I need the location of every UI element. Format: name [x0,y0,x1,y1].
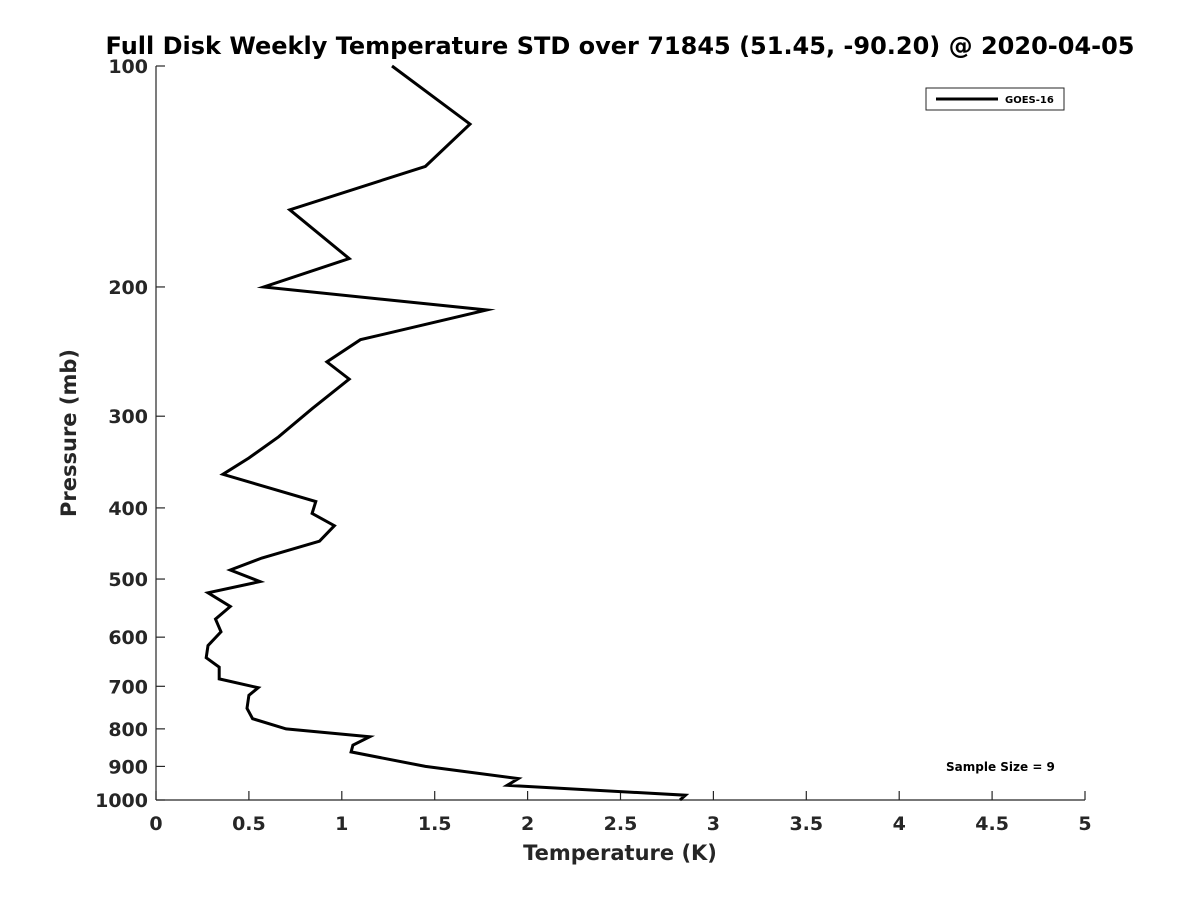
x-tick-label: 3 [707,813,720,835]
x-tick-group: 0 0.5 1 1.5 2 2.5 3 3.5 4 4.5 5 [149,791,1092,835]
y-axis-label: Pressure (mb) [57,349,81,517]
x-tick-label: 3.5 [789,813,823,835]
x-tick-label: 2 [521,813,534,835]
x-tick-label: 1.5 [418,813,452,835]
x-tick-label: 1 [335,813,348,835]
y-tick-label: 600 [108,627,148,649]
series-group [204,64,690,802]
y-tick-label: 200 [108,277,148,299]
series-line-goes-16 [204,64,690,802]
x-tick-label: 4 [893,813,906,835]
x-tick-label: 4.5 [975,813,1009,835]
y-tick-group: 100 200 300 400 500 600 700 800 900 1000 [95,56,165,812]
y-tick-label: 300 [108,406,148,428]
x-tick-label: 5 [1078,813,1091,835]
legend-label-goes-16: GOES-16 [1005,95,1054,106]
y-tick-label: 700 [108,676,148,698]
x-tick-label: 0.5 [232,813,266,835]
sample-size-annotation: Sample Size = 9 [946,760,1055,774]
y-tick-label: 100 [108,56,148,78]
x-axis-label: Temperature (K) [523,841,717,865]
legend: GOES-16 [925,87,1065,111]
x-tick-label: 2.5 [604,813,638,835]
chart-title: Full Disk Weekly Temperature STD over 71… [106,32,1135,60]
y-tick-label: 400 [108,498,148,520]
y-tick-label: 1000 [95,790,148,812]
y-tick-label: 900 [108,756,148,778]
y-tick-label: 800 [108,719,148,741]
y-tick-label: 500 [108,569,148,591]
x-tick-label: 0 [149,813,162,835]
